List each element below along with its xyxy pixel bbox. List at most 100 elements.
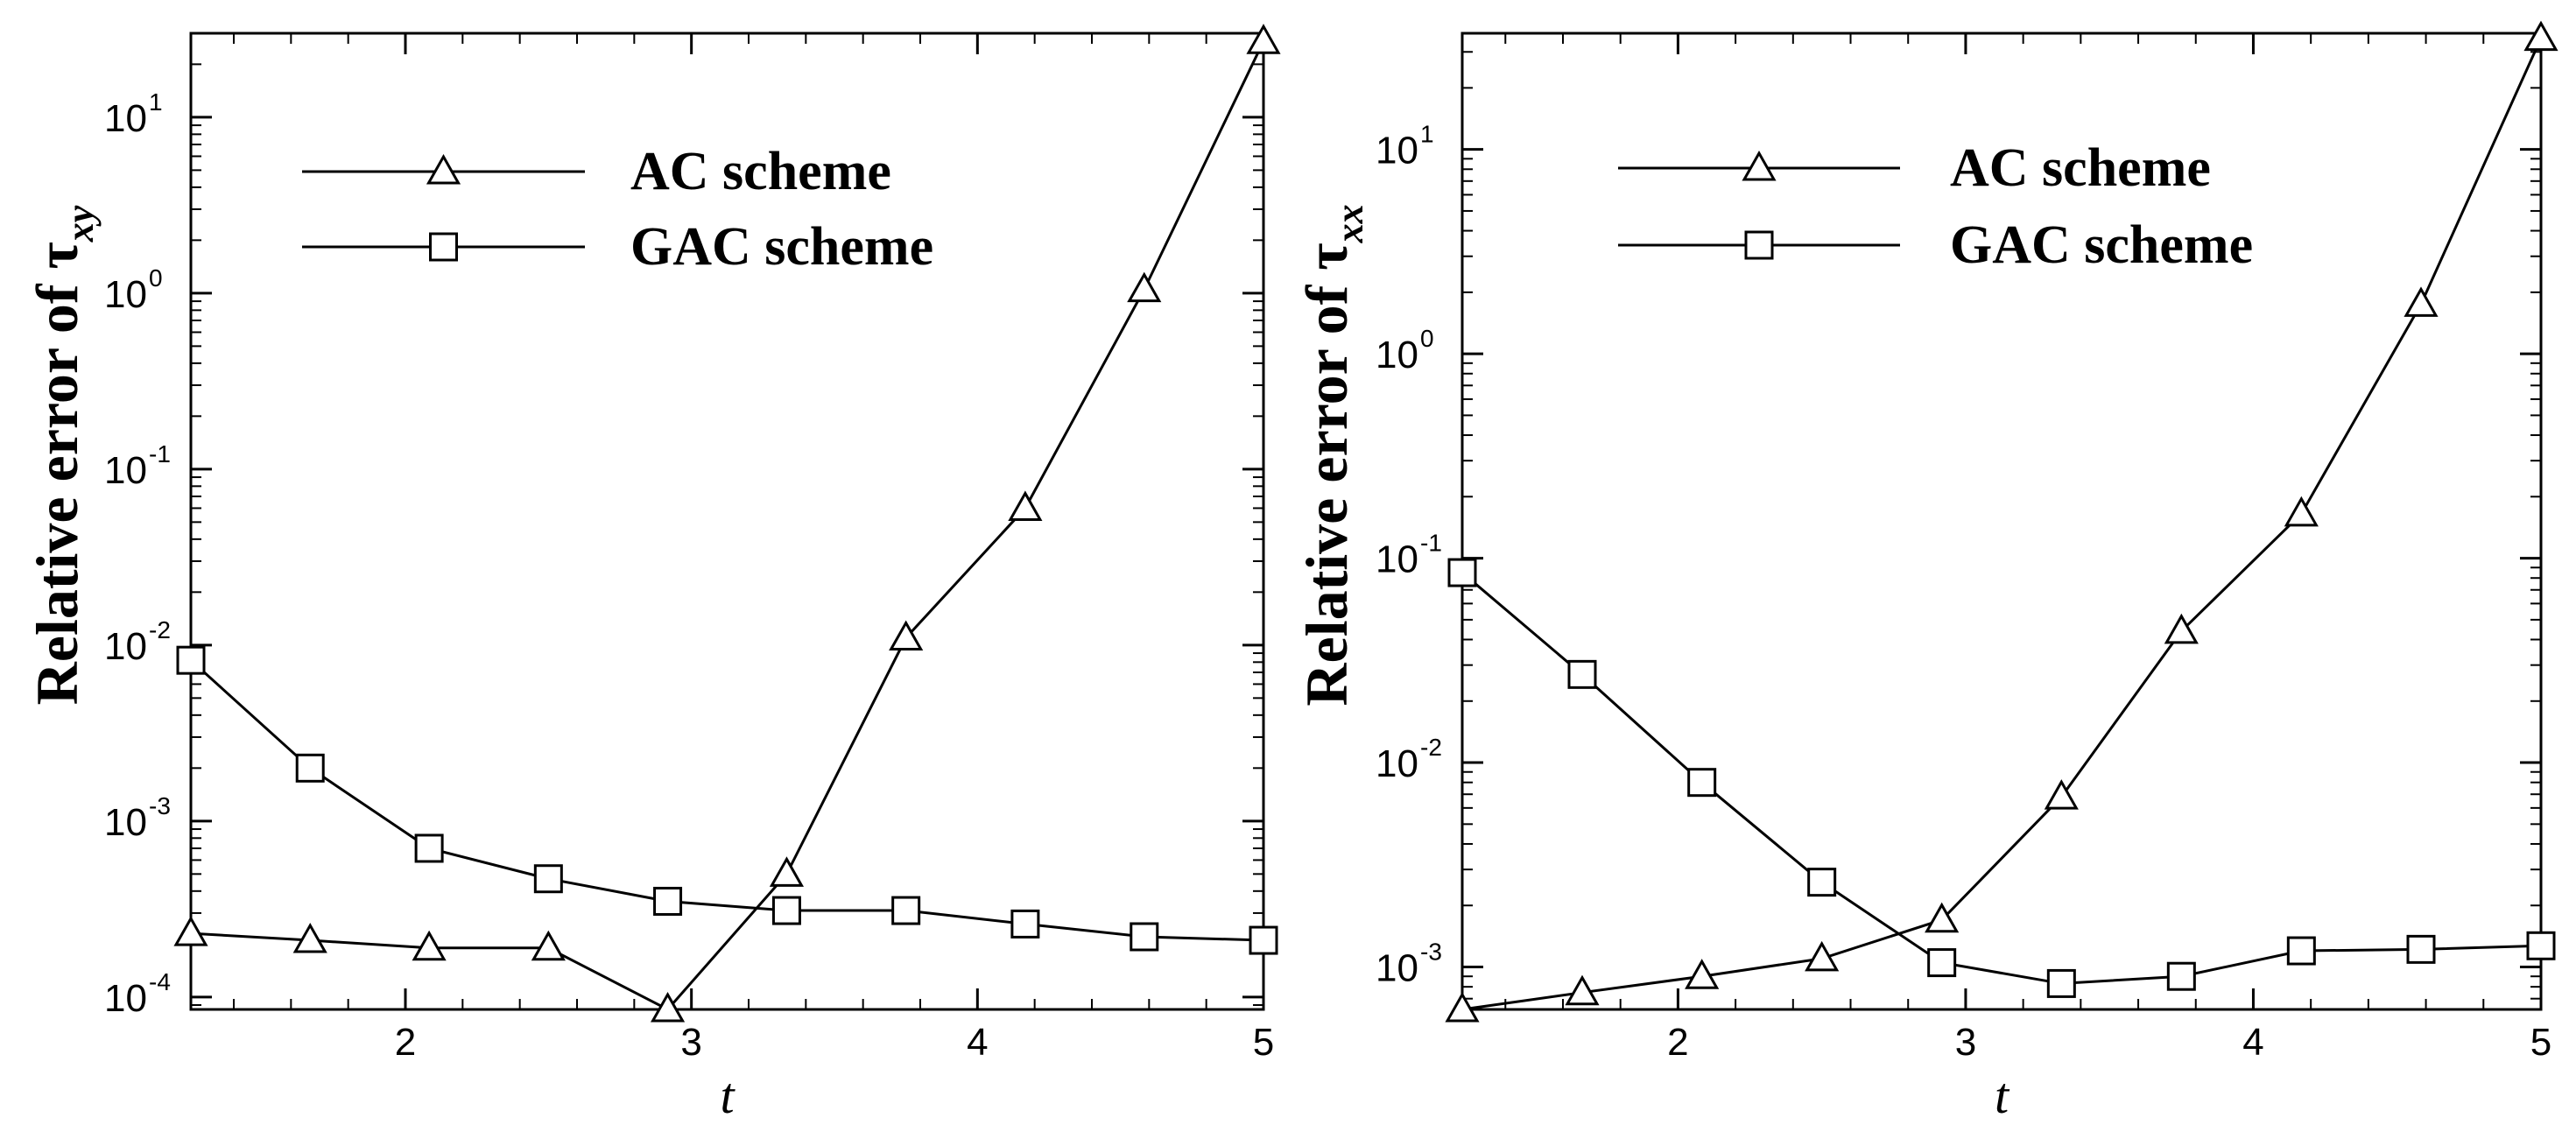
x-tick-label: 4 [967,1021,988,1064]
y-tick-exponent: -1 [149,440,171,468]
y-tick-label: 10 [104,273,147,316]
data-point-square [2526,931,2556,960]
data-point-triangle [1805,940,1840,972]
y-tick-exponent: -2 [149,616,171,643]
x-axis-title: t [720,1067,735,1124]
legend-label: AC scheme [1950,138,2211,198]
y-axis-title: Relative error of τxx [1293,204,1371,706]
legend-entry: AC scheme [302,142,891,201]
y-tick-label: 10 [104,97,147,140]
data-point-square [2286,936,2316,966]
y-tick-exponent: 1 [1420,121,1434,148]
plot-frame [1460,32,2543,1011]
y-tick-label: 10 [104,801,147,844]
x-tick-label: 2 [1667,1021,1688,1064]
series-triangle [1445,20,2558,1023]
y-tick-exponent: 0 [1420,325,1434,352]
data-point-triangle [1565,974,1600,1006]
data-point-triangle [1246,24,1281,54]
data-point-square [1010,909,1040,939]
data-point-square [1130,922,1159,952]
y-tick-label: 10 [1376,130,1418,172]
y-tick-label: 10 [1376,742,1418,785]
data-point-triangle [426,153,461,185]
series-line [189,659,1264,942]
data-point-triangle [1685,959,1720,989]
x-axis-title: t [1995,1067,2010,1124]
series-line [1461,38,2543,1011]
data-point-triangle [2044,779,2079,810]
data-point-triangle [1445,991,1480,1023]
data-point-square [653,886,683,916]
y-tick-label: 10 [104,977,147,1020]
data-point-triangle [2523,20,2558,52]
x-tick-label: 3 [680,1021,701,1064]
data-point-square [2166,961,2196,991]
data-point-square [2406,934,2436,964]
data-point-triangle [2284,496,2319,527]
data-point-square [1687,768,1717,798]
y-tick-label: 10 [104,625,147,668]
data-point-triangle [173,916,208,946]
y-tick-label: 10 [104,449,147,492]
data-point-triangle [531,930,566,961]
y-tick-label: 10 [1376,334,1418,376]
y-axis-title-subscript: xx [1328,204,1371,243]
data-point-square [1807,868,1837,897]
y-tick-exponent: -2 [1420,734,1442,761]
data-point-square [176,645,206,675]
legend-entry: AC scheme [1618,138,2211,198]
data-point-triangle [1925,902,1960,933]
series-triangle [173,24,1281,1023]
series-line [1461,571,2542,985]
x-tick-label: 2 [395,1021,416,1064]
series-line [190,40,1265,1011]
x-tick-label: 4 [2242,1021,2263,1064]
data-point-square [1744,230,1774,260]
legend-entry: GAC scheme [1618,215,2253,275]
data-point-triangle [412,930,447,961]
legend-label: GAC scheme [1950,215,2253,275]
y-axis-title-main: Relative error of τ [1293,243,1360,706]
data-point-square [1927,948,1957,978]
y-axis-title: Relative error of τxy [24,205,102,705]
data-point-square [891,896,921,925]
data-point-triangle [650,991,686,1023]
data-point-triangle [292,923,327,953]
y-axis-title-main: Relative error of τ [24,242,90,705]
y-tick-exponent: 1 [149,88,163,116]
data-point-triangle [2164,613,2199,644]
y-axis-title-subscript: xy [59,205,102,243]
x-tick-label: 5 [2530,1021,2551,1064]
x-tick-label: 3 [1955,1021,1976,1064]
x-tick-label: 5 [1253,1021,1274,1064]
data-point-square [533,864,563,894]
y-tick-exponent: -3 [149,792,171,819]
data-point-square [771,896,801,925]
data-point-triangle [2404,286,2439,317]
y-tick-exponent: -4 [149,968,171,995]
data-point-triangle [889,620,924,651]
data-point-square [1249,925,1278,955]
y-tick-label: 10 [1376,947,1418,990]
data-point-square [295,753,325,783]
data-point-square [1447,558,1477,587]
data-point-square [2046,968,2076,998]
data-point-triangle [1742,150,1777,181]
data-point-triangle [1008,490,1043,521]
data-point-triangle [1127,271,1162,303]
series-square [176,645,1278,955]
series-square [1447,558,2556,998]
y-tick-exponent: -3 [1420,939,1442,966]
y-tick-exponent: -1 [1420,530,1442,557]
y-tick-exponent: 0 [149,264,163,292]
data-point-square [414,833,444,863]
legend-entry: GAC scheme [302,217,933,277]
legend-label: GAC scheme [630,217,933,277]
data-point-square [1567,659,1597,689]
data-point-square [429,232,458,262]
data-point-triangle [769,856,805,887]
